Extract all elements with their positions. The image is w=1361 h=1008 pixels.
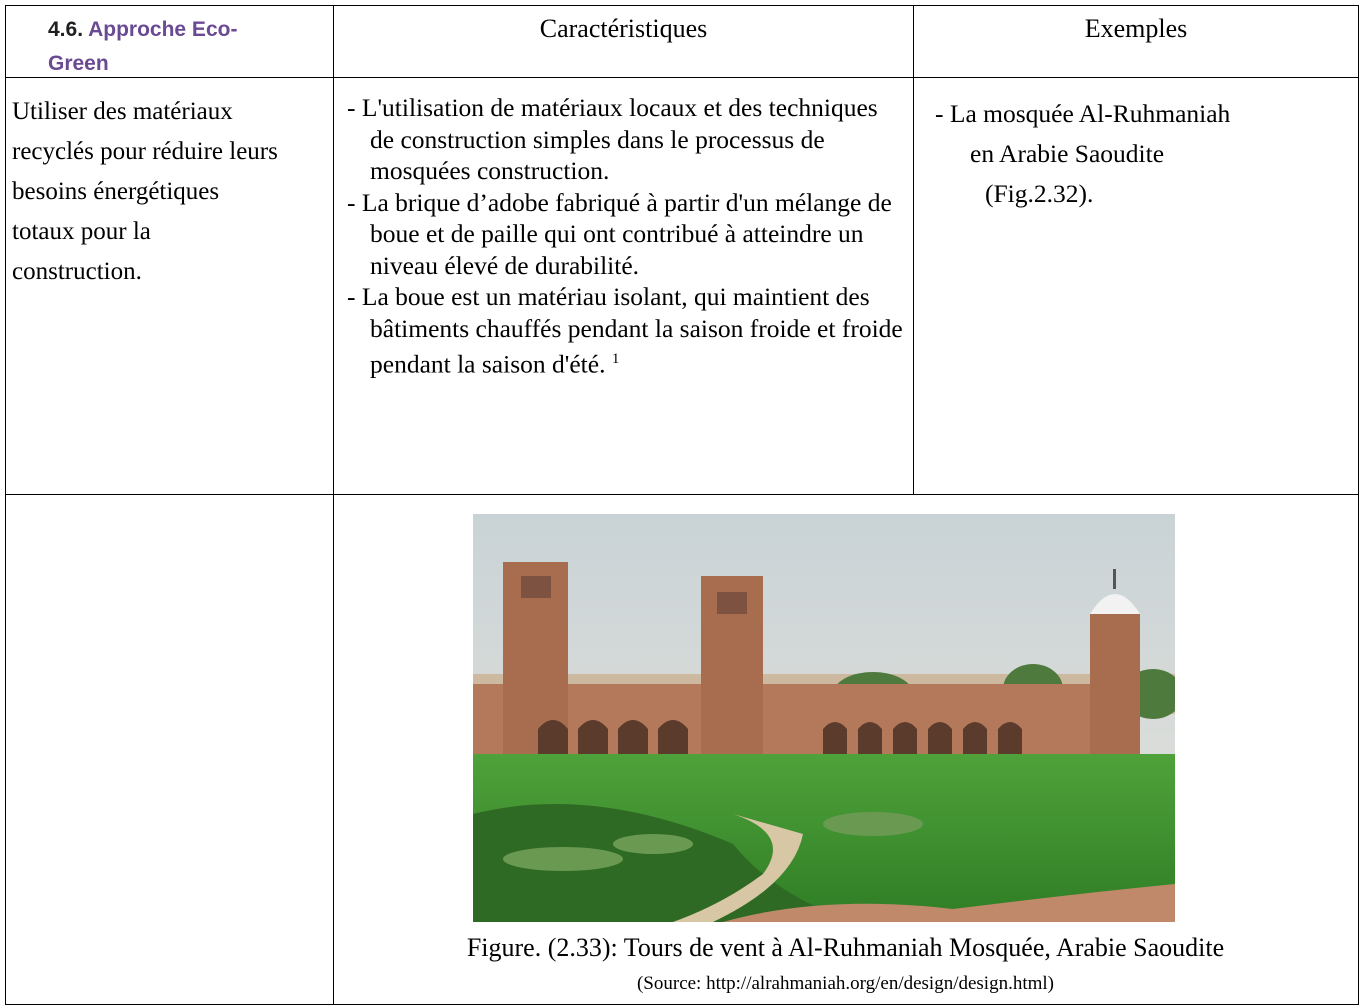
example-line: en Arabie Saoudite: [970, 139, 1165, 168]
bullet: - La boue est un matériau isolant, qui m…: [345, 281, 905, 380]
section-heading: 4.6. Approche Eco-Green: [48, 13, 258, 81]
border: [1358, 5, 1359, 1005]
figure-source: (Source: http://alrahmaniah.org/en/desig…: [636, 973, 1055, 994]
border: [5, 5, 6, 1005]
border: [5, 77, 1359, 78]
column-header: Caractéristiques: [539, 14, 708, 43]
border: [913, 5, 914, 495]
column-header: Exemples: [1084, 14, 1188, 43]
cell-text: Utiliser des matériaux recyclés pour réd…: [12, 98, 278, 285]
border: [5, 494, 1359, 495]
border: [333, 5, 334, 1005]
border: [5, 5, 1359, 6]
figure-caption: Figure. (2.33): Tours de vent à Al-Ruhma…: [466, 933, 1225, 962]
example-line: - La mosquée Al-Ruhmaniah: [935, 99, 1231, 128]
bullet-text: - La boue est un matériau isolant, qui m…: [347, 282, 903, 379]
bullet: - La brique d’adobe fabriqué à partir d'…: [347, 187, 892, 280]
example-line: (Fig.2.32).: [985, 179, 1094, 208]
border: [5, 1004, 1359, 1005]
bullet-list: - L'utilisation de matériaux locaux et d…: [345, 92, 905, 380]
section-title: Approche Eco-Green: [48, 18, 238, 75]
section-number: 4.6.: [48, 18, 84, 41]
bullet: - L'utilisation de matériaux locaux et d…: [347, 93, 878, 185]
figure-image: [473, 514, 1175, 922]
examples: - La mosquée Al-Ruhmaniah en Arabie Saou…: [935, 94, 1230, 214]
footnote-ref: 1: [611, 351, 620, 367]
